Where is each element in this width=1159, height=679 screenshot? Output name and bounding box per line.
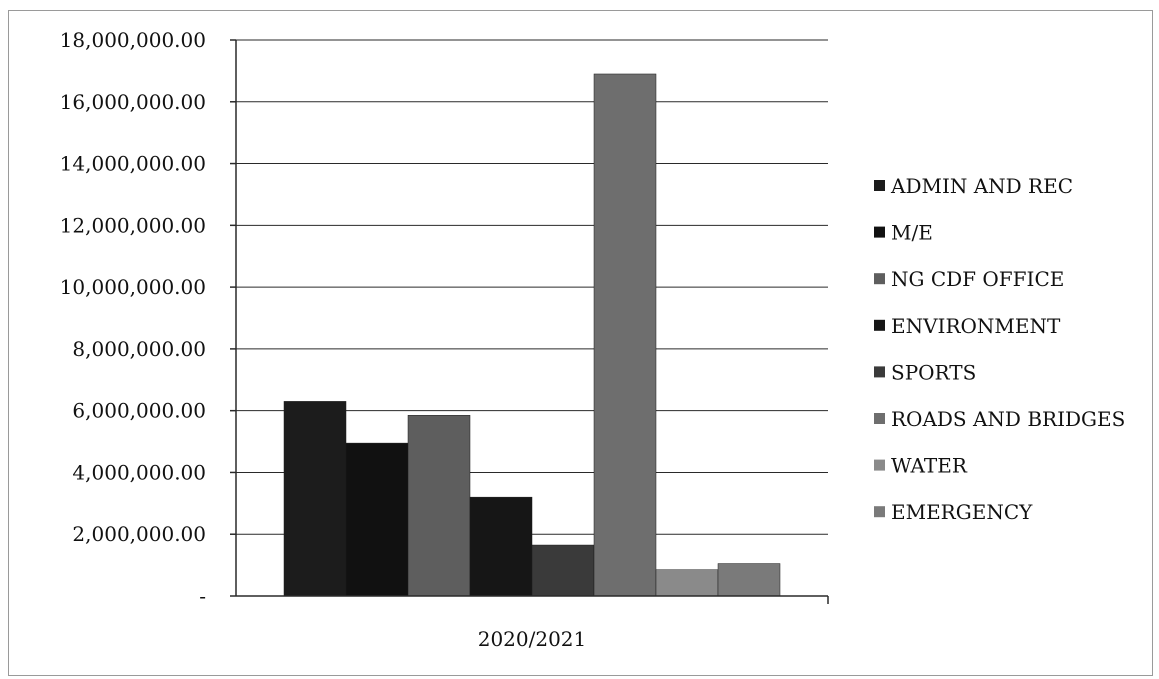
legend-label: ENVIRONMENT (891, 314, 1061, 338)
bar-water (655, 569, 719, 597)
axes (230, 39, 829, 604)
legend-label: M/E (891, 221, 933, 245)
y-tick-label: 16,000,000.00 (60, 90, 206, 114)
legend-label: SPORTS (891, 360, 976, 384)
legend-swatch (874, 413, 885, 424)
y-tick-label: 10,000,000.00 (60, 275, 206, 299)
bar-m-e (345, 442, 409, 597)
y-tick-label: 8,000,000.00 (72, 337, 206, 361)
legend-swatch (874, 366, 885, 378)
x-category-label: 2020/2021 (478, 627, 587, 651)
y-tick-label: 14,000,000.00 (60, 152, 206, 176)
bar-admin-and-rec (283, 401, 347, 597)
bar-ng-cdf-office (407, 415, 471, 597)
y-axis-tick-labels: - 2,000,000.00 4,000,000.00 6,000,000.00 8,0… (60, 28, 206, 608)
legend-label: WATER (891, 454, 968, 478)
legend-swatch (874, 319, 885, 331)
legend-swatch (874, 273, 885, 285)
chart-frame (8, 10, 1153, 676)
y-tick-label: 2,000,000.00 (72, 522, 206, 546)
legend-swatch (874, 226, 885, 238)
gridlines (236, 39, 828, 535)
legend-label: ADMIN AND REC (890, 174, 1073, 198)
y-tick-label: - (199, 584, 206, 608)
bar-sports (531, 544, 595, 597)
legend-swatch (874, 506, 885, 518)
bar-emergency (717, 563, 781, 597)
legend-swatch (874, 459, 885, 471)
x-axis-category-labels: 2020/2021 (478, 627, 587, 651)
bar-environment (469, 496, 533, 597)
legend-swatch (874, 180, 885, 191)
legend-label: EMERGENCY (891, 500, 1033, 524)
legend: ADMIN AND REC M/E NG CDF OFFICE ENVIRONMENT… (874, 174, 1125, 524)
bars (283, 73, 781, 597)
y-tick-label: 6,000,000.00 (72, 399, 206, 423)
y-tick-label: 12,000,000.00 (60, 213, 206, 237)
legend-label: ROADS AND BRIDGES (891, 407, 1125, 431)
y-tick-label: 18,000,000.00 (60, 28, 206, 52)
legend-label: NG CDF OFFICE (891, 267, 1064, 291)
bar-roads-and-bridges (593, 73, 657, 597)
y-tick-label: 4,000,000.00 (72, 460, 206, 484)
